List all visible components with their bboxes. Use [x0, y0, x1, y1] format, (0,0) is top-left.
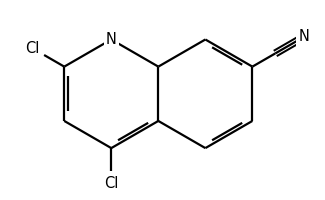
Text: Cl: Cl — [25, 41, 39, 56]
Text: N: N — [106, 32, 117, 47]
Text: N: N — [299, 29, 310, 44]
Text: Cl: Cl — [104, 176, 119, 191]
